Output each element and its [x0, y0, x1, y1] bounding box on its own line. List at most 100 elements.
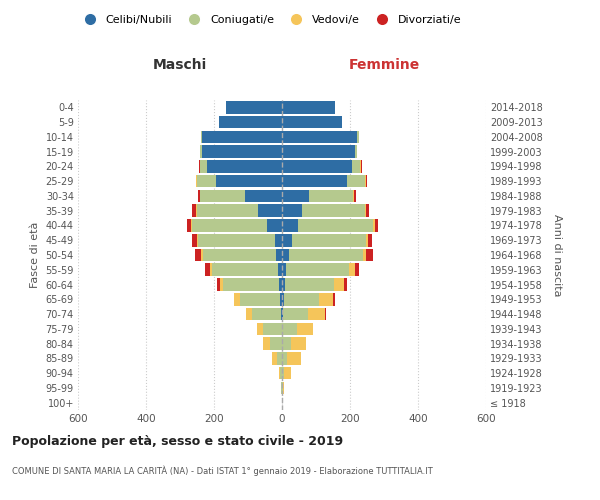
Bar [366, 175, 367, 188]
Bar [278, 367, 280, 380]
Bar [368, 234, 372, 246]
Bar [325, 308, 326, 320]
Bar [257, 322, 263, 335]
Bar [212, 264, 278, 276]
Bar [220, 278, 223, 291]
Bar [192, 234, 197, 246]
Bar [275, 234, 282, 246]
Bar [375, 219, 377, 232]
Bar [203, 248, 276, 262]
Bar [362, 248, 366, 262]
Bar [309, 190, 353, 202]
Bar [235, 293, 239, 306]
Bar [365, 204, 367, 217]
Bar [202, 146, 282, 158]
Bar [292, 234, 367, 246]
Bar [354, 190, 356, 202]
Bar [349, 264, 355, 276]
Bar [373, 219, 375, 232]
Bar [289, 248, 362, 262]
Bar [282, 278, 285, 291]
Bar [191, 219, 192, 232]
Bar [195, 248, 201, 262]
Bar [367, 234, 368, 246]
Bar [253, 308, 281, 320]
Bar [263, 322, 282, 335]
Bar [207, 160, 282, 172]
Bar [196, 175, 197, 188]
Bar [276, 248, 282, 262]
Bar [333, 293, 335, 306]
Bar [282, 367, 284, 380]
Bar [200, 190, 245, 202]
Bar [226, 101, 282, 114]
Bar [202, 130, 282, 143]
Bar [347, 175, 365, 188]
Bar [197, 175, 216, 188]
Bar [352, 160, 360, 172]
Bar [355, 264, 359, 276]
Bar [217, 278, 220, 291]
Bar [187, 219, 191, 232]
Bar [278, 264, 282, 276]
Bar [277, 352, 282, 364]
Bar [282, 352, 287, 364]
Bar [201, 248, 203, 262]
Bar [267, 219, 282, 232]
Bar [334, 278, 344, 291]
Bar [200, 146, 202, 158]
Bar [282, 322, 298, 335]
Bar [281, 308, 282, 320]
Bar [353, 190, 354, 202]
Bar [205, 264, 210, 276]
Bar [284, 293, 319, 306]
Bar [199, 160, 200, 172]
Bar [192, 219, 267, 232]
Bar [196, 204, 197, 217]
Bar [258, 204, 282, 217]
Bar [282, 204, 302, 217]
Bar [239, 293, 280, 306]
Bar [216, 175, 282, 188]
Bar [282, 146, 355, 158]
Bar [197, 234, 198, 246]
Text: Popolazione per età, sesso e stato civile - 2019: Popolazione per età, sesso e stato civil… [12, 435, 343, 448]
Bar [355, 146, 357, 158]
Bar [282, 382, 283, 394]
Bar [192, 204, 196, 217]
Y-axis label: Fasce di età: Fasce di età [30, 222, 40, 288]
Bar [282, 116, 341, 128]
Bar [282, 160, 352, 172]
Bar [223, 278, 279, 291]
Bar [282, 234, 292, 246]
Bar [360, 160, 361, 172]
Bar [280, 367, 282, 380]
Bar [287, 352, 301, 364]
Bar [282, 130, 357, 143]
Bar [197, 204, 258, 217]
Bar [319, 293, 333, 306]
Bar [282, 248, 289, 262]
Bar [282, 308, 283, 320]
Bar [283, 308, 308, 320]
Bar [286, 264, 349, 276]
Bar [344, 278, 347, 291]
Text: Femmine: Femmine [349, 58, 419, 72]
Bar [366, 248, 373, 262]
Bar [245, 308, 253, 320]
Bar [272, 352, 277, 364]
Bar [285, 278, 334, 291]
Bar [298, 322, 313, 335]
Bar [245, 190, 282, 202]
Bar [282, 219, 298, 232]
Bar [263, 338, 270, 350]
Bar [282, 338, 290, 350]
Bar [282, 293, 284, 306]
Legend: Celibi/Nubili, Coniugati/e, Vedovi/e, Divorziati/e: Celibi/Nubili, Coniugati/e, Vedovi/e, Di… [74, 10, 466, 29]
Bar [200, 160, 207, 172]
Bar [283, 382, 284, 394]
Bar [210, 264, 212, 276]
Bar [357, 130, 359, 143]
Bar [280, 293, 282, 306]
Bar [367, 204, 369, 217]
